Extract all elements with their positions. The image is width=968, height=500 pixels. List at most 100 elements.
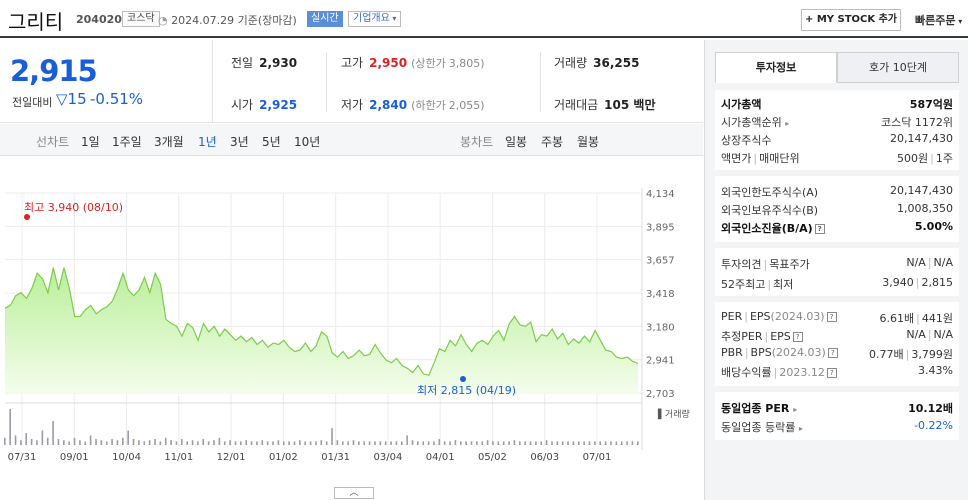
- volume-bar: [465, 441, 467, 445]
- volume-bar: [100, 440, 103, 445]
- price-change: ▽15: [56, 90, 87, 108]
- row-opinion: 투자의견 | 목표주가 N/A | N/A: [715, 254, 959, 272]
- volume-bar: [207, 441, 210, 445]
- volume-bar: [325, 441, 328, 445]
- period-3y[interactable]: 3년: [230, 135, 249, 149]
- date-text: 2024.07.29: [171, 14, 235, 27]
- ind-chg-label: 동일업종 등락률: [721, 421, 796, 434]
- tab-investment-info[interactable]: 투자정보: [715, 52, 837, 83]
- w52-high-value: 3,940: [882, 276, 914, 289]
- volume-bar: [470, 441, 473, 445]
- volume-bar: [143, 441, 146, 445]
- row-label: 배당수익률 | 2023.12?: [721, 364, 837, 380]
- row-value: 587억원: [909, 98, 953, 111]
- volume-bar: [41, 430, 44, 445]
- candle-weekly[interactable]: 주봉: [541, 135, 564, 149]
- volume-bar: [577, 441, 580, 445]
- row-foreign-limit: 외국인한도주식수(A) 20,147,430: [715, 182, 959, 200]
- volume-bar: [25, 433, 28, 445]
- volume-bar: [266, 441, 269, 445]
- row-value: 5.00%: [914, 220, 953, 233]
- volume-bar: [240, 441, 242, 445]
- period-1d[interactable]: 1일: [81, 135, 100, 149]
- volume-bar: [379, 441, 382, 445]
- volume-bar: [218, 437, 221, 445]
- volume-bar: [282, 441, 285, 445]
- volume-bar: [535, 441, 537, 445]
- volume-bar: [175, 441, 178, 445]
- volume-bar: [508, 441, 510, 445]
- quick-order-button[interactable]: 빠른주문 ▾: [915, 12, 962, 28]
- per-value: 6.61배: [879, 312, 915, 325]
- stat-label: 저가: [341, 98, 364, 112]
- period-10y[interactable]: 10년: [294, 135, 321, 149]
- w52-low-value: 2,815: [921, 276, 954, 289]
- tab-orderbook[interactable]: 호가 10단계: [837, 52, 959, 83]
- row-value: N/A | N/A: [906, 256, 953, 269]
- volume-bar: [459, 441, 462, 445]
- row-label: 액면가 | 매매단위: [721, 152, 800, 165]
- stat-value: 2,925: [259, 98, 298, 112]
- stat-sub-label: (상한가: [411, 57, 446, 70]
- volume-bar: [4, 437, 6, 445]
- x-tick-label: 03/04: [373, 452, 402, 463]
- period-5y[interactable]: 5년: [262, 135, 281, 149]
- target-value: N/A: [933, 256, 953, 269]
- x-tick-label: 06/03: [530, 452, 559, 463]
- volume-bar: [454, 440, 457, 445]
- eps-value: 441원: [921, 312, 953, 325]
- volume-label: ▌거래량: [657, 408, 690, 420]
- valuation-card: PER | EPS(2024.03)? 6.61배 | 441원 추정PER | EPS? …: [715, 302, 959, 386]
- price-chart[interactable]: 4,134 3,895 3,657 3,418 3,180 2,941 2,703 07/31…: [0, 160, 703, 485]
- row-52w: 52주최고 | 최저 3,940 | 2,815: [715, 274, 959, 292]
- volume-bar: [594, 441, 596, 445]
- corp-info-button[interactable]: 기업개요 ▾: [348, 11, 402, 27]
- line-chart-label: 선차트: [36, 135, 70, 149]
- unit-label: 매매단위: [759, 152, 800, 165]
- volume-bar: [449, 441, 451, 445]
- volume-bar: [181, 439, 183, 445]
- help-icon[interactable]: ?: [826, 312, 837, 322]
- per-label: PER: [721, 310, 743, 323]
- my-stock-add-button[interactable]: + MY STOCK 추가: [801, 9, 901, 31]
- candle-chart-label: 봉차트: [460, 135, 494, 149]
- chevron-down-icon: ▾: [955, 17, 963, 26]
- volume-bar: [138, 440, 140, 445]
- y-tick-label: 3,895: [646, 222, 675, 233]
- candle-monthly[interactable]: 월봉: [577, 135, 600, 149]
- volume-bar: [400, 441, 403, 445]
- x-tick-label: 05/02: [478, 452, 507, 463]
- stat-high: 고가 2,950 (상한가 3,805): [341, 54, 485, 71]
- stock-header: 그리티 204020 코스닥 ◔ 2024.07.29 기준(장마감) 실시간 …: [0, 0, 968, 38]
- stat-value: 105 백만: [604, 98, 656, 112]
- period-1w[interactable]: 1주일: [112, 135, 142, 149]
- bps-label: BPS: [750, 346, 772, 359]
- volume-bar: [561, 441, 564, 445]
- help-icon[interactable]: ?: [792, 332, 803, 342]
- opinion-card: 투자의견 | 목표주가 N/A | N/A 52주최고 | 최저 3,940 | 2,815: [715, 248, 959, 296]
- volume-bar: [599, 441, 602, 445]
- x-tick-label: 04/01: [426, 452, 455, 463]
- realtime-button[interactable]: 실시간: [307, 11, 343, 27]
- stat-label: 전일: [231, 56, 254, 70]
- volume-bar: [341, 441, 344, 445]
- period-1y[interactable]: 1년: [198, 135, 217, 149]
- help-icon[interactable]: ?: [827, 348, 838, 358]
- stat-label: 거래량: [554, 56, 588, 70]
- y-tick-label: 2,941: [646, 356, 675, 367]
- row-pbr: PBR | BPS(2024.03)? 0.77배 | 3,799원: [715, 344, 959, 362]
- collapse-button[interactable]: ︿: [334, 487, 374, 499]
- candle-daily[interactable]: 일봉: [505, 135, 528, 149]
- price-chart-svg: 4,134 3,895 3,657 3,418 3,180 2,941 2,703 07/31…: [4, 188, 690, 463]
- low-marker: [460, 376, 466, 382]
- volume-bar: [154, 439, 156, 445]
- help-icon[interactable]: ?: [826, 368, 837, 378]
- volume-bar: [411, 440, 414, 445]
- volume-bar: [438, 439, 441, 445]
- stat-value: 2,950: [369, 56, 408, 70]
- volume-bar: [234, 441, 237, 445]
- period-3m[interactable]: 3개월: [154, 135, 184, 149]
- par-label: 액면가: [721, 152, 752, 165]
- help-icon[interactable]: ?: [814, 224, 825, 234]
- volume-bar: [336, 440, 339, 445]
